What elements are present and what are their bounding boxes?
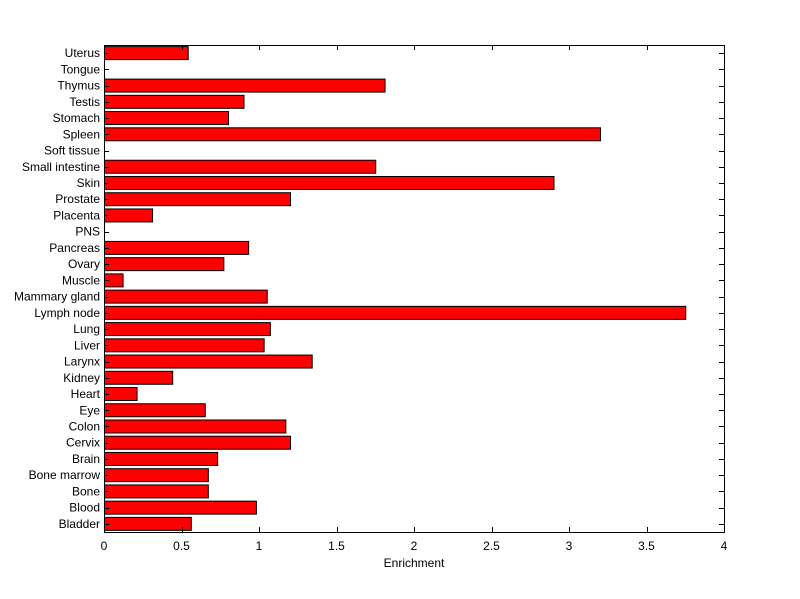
y-tick-label: Tongue (61, 62, 101, 76)
x-tick-label: 1 (256, 539, 263, 553)
bar-placenta (104, 208, 154, 223)
x-tick-label: 1.5 (328, 539, 345, 553)
x-tick-label: 3.5 (638, 539, 655, 553)
y-tick-label: Lung (73, 322, 100, 336)
y-tick-label: Kidney (63, 371, 100, 385)
bar-colon (104, 419, 287, 434)
y-tick-label: Spleen (63, 127, 100, 141)
y-tick-label: Pancreas (49, 241, 100, 255)
y-tick-label: Prostate (55, 192, 100, 206)
y-tick-label: Bone marrow (29, 468, 101, 482)
y-tick-label: Thymus (57, 79, 100, 93)
y-tick-label: Ovary (68, 257, 100, 271)
bar-eye (104, 403, 206, 418)
y-ticks: Bladder Blood Bone Bone marrow Brain Cervix Co… (14, 46, 724, 531)
bar-thymus (104, 78, 386, 93)
y-tick-label: Bone (72, 484, 100, 498)
y-tick-label: Muscle (62, 273, 100, 287)
y-tick-label: Skin (77, 176, 100, 190)
bar-bone (104, 484, 209, 499)
bar-uterus (104, 46, 189, 61)
bar-testis (104, 94, 245, 109)
bar-ovary (104, 257, 225, 272)
plot-area-frame (104, 45, 725, 533)
y-tick-label: PNS (75, 225, 100, 239)
x-tick-label: 0.5 (173, 539, 190, 553)
bars-group (104, 46, 687, 531)
y-tick-label: Soft tissue (44, 144, 100, 158)
y-tick-label: Cervix (66, 436, 100, 450)
bar-kidney (104, 370, 174, 385)
x-tick-label: 3 (566, 539, 573, 553)
y-tick-label: Stomach (53, 111, 100, 125)
bar-brain (104, 451, 219, 466)
bar-stomach (104, 111, 229, 126)
bar-bladder (104, 516, 192, 531)
y-tick-label: Small intestine (22, 160, 100, 174)
y-tick-label: Larynx (64, 355, 100, 369)
bar-small-intestine (104, 159, 377, 174)
y-tick-label: Bladder (59, 517, 100, 531)
bar-lymph-node (104, 305, 687, 320)
bar-blood (104, 500, 257, 515)
y-tick-label: Colon (69, 419, 100, 433)
y-tick-label: Blood (69, 501, 100, 515)
x-tick-label: 0 (101, 539, 108, 553)
bar-spleen (104, 127, 601, 142)
y-tick-label: Mammary gland (14, 290, 100, 304)
bar-larynx (104, 354, 313, 369)
y-tick-label: Eye (79, 403, 100, 417)
y-tick-label: Liver (74, 338, 100, 352)
y-tick-label: Uterus (65, 46, 100, 60)
bar-heart (104, 387, 138, 402)
bar-bone-marrow (104, 468, 209, 483)
y-tick-label: Lymph node (34, 306, 100, 320)
y-tick-label: Placenta (53, 208, 100, 222)
y-tick-label: Heart (71, 387, 101, 401)
bar-prostate (104, 192, 291, 207)
bar-cervix (104, 435, 291, 450)
bar-mammary-gland (104, 289, 268, 304)
bar-liver (104, 338, 265, 353)
x-tick-label: 2 (411, 539, 418, 553)
y-tick-label: Testis (69, 95, 100, 109)
x-axis-label: Enrichment (384, 556, 445, 570)
x-tick-label: 2.5 (483, 539, 500, 553)
bar-lung (104, 322, 271, 337)
y-tick-label: Brain (72, 452, 100, 466)
x-tick-label: 4 (721, 539, 728, 553)
bar-pancreas (104, 240, 250, 255)
bar-skin (104, 175, 555, 190)
